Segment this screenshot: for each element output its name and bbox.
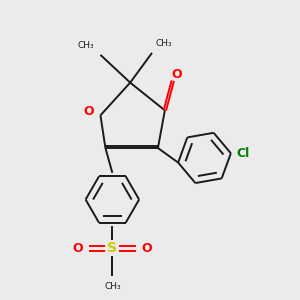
Text: S: S (107, 241, 117, 255)
Text: CH₃: CH₃ (78, 41, 94, 50)
Text: CH₃: CH₃ (104, 282, 121, 291)
Text: CH₃: CH₃ (156, 39, 172, 48)
Text: O: O (171, 68, 182, 81)
Text: O: O (142, 242, 152, 255)
Text: Cl: Cl (237, 147, 250, 160)
Text: O: O (83, 105, 94, 118)
Text: O: O (72, 242, 83, 255)
